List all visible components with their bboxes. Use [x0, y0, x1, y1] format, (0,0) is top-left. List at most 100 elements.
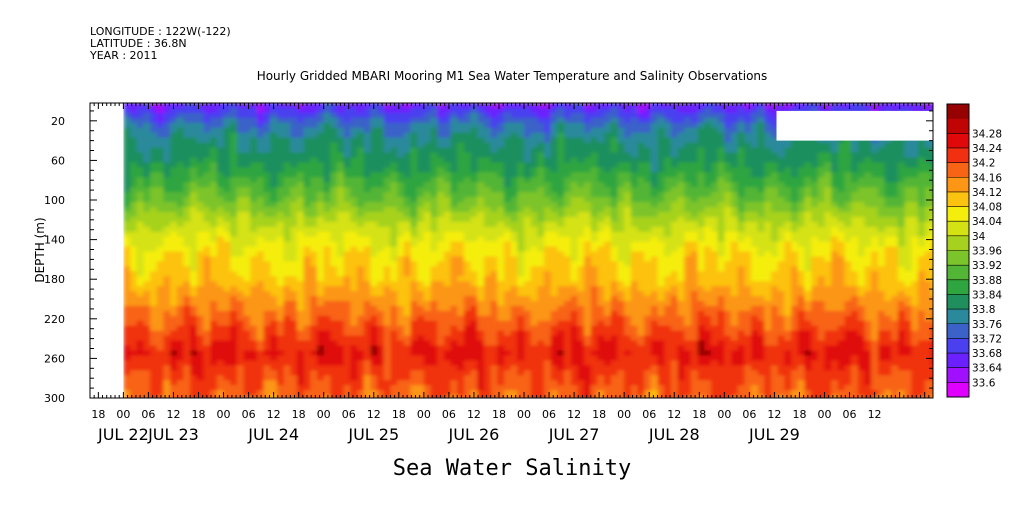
salinity-cell — [330, 117, 338, 124]
salinity-cell — [530, 241, 539, 248]
salinity-cell — [270, 167, 278, 174]
salinity-cell — [437, 192, 445, 198]
salinity-cell — [317, 300, 325, 307]
salinity-cell — [664, 127, 672, 134]
salinity-cell — [317, 365, 325, 372]
salinity-cell — [343, 221, 352, 228]
salinity-cell — [557, 197, 565, 203]
salinity-cell — [136, 122, 145, 129]
salinity-cell — [357, 375, 365, 381]
salinity-cell — [503, 325, 512, 332]
salinity-cell — [617, 305, 625, 312]
salinity-cell — [236, 236, 245, 243]
salinity-cell — [430, 221, 439, 228]
salinity-cell — [477, 266, 485, 273]
salinity-cell — [276, 137, 285, 144]
salinity-cell — [130, 192, 138, 198]
salinity-cell — [630, 241, 639, 248]
salinity-cell — [230, 206, 238, 213]
salinity-cell — [310, 137, 318, 144]
salinity-cell — [263, 236, 272, 243]
salinity-cell — [417, 271, 425, 278]
salinity-cell — [557, 365, 565, 372]
salinity-cell — [537, 291, 545, 297]
salinity-cell — [136, 296, 145, 302]
salinity-cell — [450, 231, 459, 238]
salinity-cell — [503, 187, 512, 193]
salinity-cell — [450, 211, 459, 218]
salinity-cell — [243, 305, 252, 312]
salinity-cell — [370, 107, 378, 114]
salinity-cell — [176, 315, 185, 322]
salinity-cell — [256, 221, 265, 228]
salinity-cell — [337, 147, 345, 154]
salinity-cell — [670, 167, 679, 174]
salinity-cell — [216, 157, 225, 164]
salinity-cell — [290, 276, 298, 282]
salinity-cell — [564, 197, 572, 203]
salinity-cell — [430, 246, 439, 253]
salinity-cell — [377, 355, 385, 362]
salinity-cell — [303, 112, 312, 119]
salinity-cell — [183, 380, 191, 386]
salinity-cell — [670, 216, 679, 223]
salinity-cell — [590, 286, 599, 292]
salinity-cell — [597, 152, 605, 159]
salinity-cell — [397, 335, 405, 342]
salinity-cell — [183, 251, 191, 258]
salinity-cell — [343, 256, 352, 263]
salinity-cell — [524, 335, 532, 342]
salinity-cell — [544, 296, 552, 302]
salinity-cell — [577, 197, 585, 203]
salinity-cell — [350, 152, 358, 159]
salinity-cell — [130, 385, 138, 391]
salinity-cell — [296, 152, 305, 159]
salinity-cell — [497, 256, 505, 263]
salinity-cell — [143, 375, 151, 381]
salinity-cell — [670, 137, 679, 144]
salinity-cell — [497, 296, 505, 302]
salinity-cell — [664, 291, 672, 297]
salinity-cell — [190, 291, 198, 297]
salinity-cell — [163, 390, 171, 396]
salinity-cell — [550, 117, 559, 124]
salinity-cell — [443, 211, 452, 218]
salinity-cell — [483, 335, 492, 342]
salinity-cell — [296, 345, 305, 352]
salinity-cell — [443, 182, 452, 188]
salinity-cell — [624, 256, 632, 263]
salinity-cell — [317, 137, 325, 144]
salinity-cell — [403, 296, 412, 302]
salinity-cell — [383, 350, 392, 357]
salinity-cell — [250, 167, 258, 174]
salinity-cell — [624, 360, 632, 367]
salinity-cell — [664, 221, 672, 228]
salinity-cell — [123, 122, 131, 129]
salinity-cell — [650, 335, 659, 342]
salinity-cell — [130, 127, 138, 134]
salinity-cell — [210, 395, 218, 398]
salinity-cell — [664, 281, 672, 287]
salinity-cell — [156, 162, 165, 169]
salinity-cell — [310, 201, 318, 208]
salinity-cell — [417, 236, 425, 243]
salinity-cell — [470, 162, 479, 169]
salinity-cell — [150, 385, 158, 391]
salinity-cell — [130, 167, 138, 174]
salinity-cell — [383, 291, 392, 297]
salinity-cell — [644, 167, 652, 174]
salinity-cell — [403, 192, 412, 198]
salinity-cell — [216, 162, 225, 169]
salinity-cell — [403, 261, 412, 268]
salinity-cell — [410, 380, 418, 386]
salinity-cell — [156, 300, 165, 307]
salinity-cell — [163, 187, 171, 193]
salinity-cell — [483, 340, 492, 347]
salinity-cell — [584, 365, 592, 372]
salinity-cell — [590, 370, 599, 377]
salinity-cell — [644, 127, 652, 134]
salinity-cell — [590, 335, 599, 342]
salinity-cell — [216, 261, 225, 268]
salinity-cell — [570, 246, 579, 253]
salinity-cell — [357, 256, 365, 263]
